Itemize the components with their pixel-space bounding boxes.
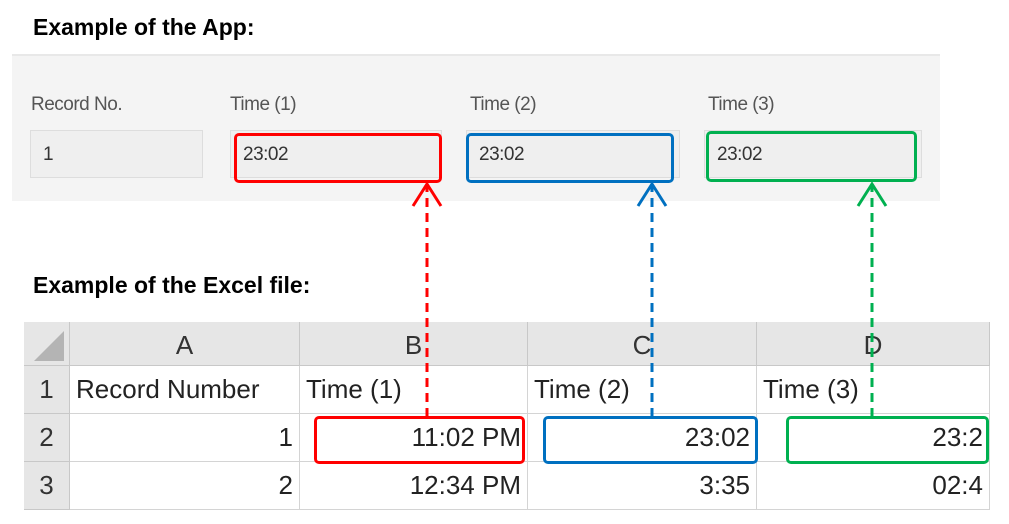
time3-highlight [706,131,917,182]
cell-a3[interactable]: 2 [70,462,300,510]
row-header-2[interactable]: 2 [24,414,70,462]
record-no-field[interactable]: 1 [30,130,203,178]
blue-arrow-icon [636,181,668,417]
time3-field[interactable]: 23:02 [704,130,922,178]
column-header-a[interactable]: A [70,322,300,366]
time2-field[interactable]: 23:02 [466,130,680,178]
green-arrow-icon [856,181,888,417]
row-header-1[interactable]: 1 [24,366,70,414]
time2-highlight [466,133,674,183]
cell-a2[interactable]: 1 [70,414,300,462]
excel-time1-highlight [314,416,525,464]
cell-d3[interactable]: 02:4 [757,462,990,510]
cell-a1[interactable]: Record Number [70,366,300,414]
cell-c1[interactable]: Time (2) [528,366,757,414]
column-header-b[interactable]: B [300,322,528,366]
cell-b1[interactable]: Time (1) [300,366,528,414]
corner-triangle-icon [34,331,64,361]
excel-time3-highlight [786,416,989,464]
time3-label: Time (3) [708,94,775,115]
row-header-3[interactable]: 3 [24,462,70,510]
cell-b3[interactable]: 12:34 PM [300,462,528,510]
app-section-title: Example of the App: [33,14,255,40]
column-header-d[interactable]: D [757,322,990,366]
time1-label: Time (1) [230,94,297,115]
column-header-c[interactable]: C [528,322,757,366]
time1-highlight [234,133,442,183]
excel-time2-highlight [543,416,758,464]
cell-c3[interactable]: 3:35 [528,462,757,510]
record-no-label: Record No. [31,94,123,115]
time1-field[interactable]: 23:02 [230,130,442,178]
time2-label: Time (2) [470,94,537,115]
red-arrow-icon [411,181,443,417]
select-all-corner[interactable] [24,322,70,366]
excel-section-title: Example of the Excel file: [33,272,311,298]
